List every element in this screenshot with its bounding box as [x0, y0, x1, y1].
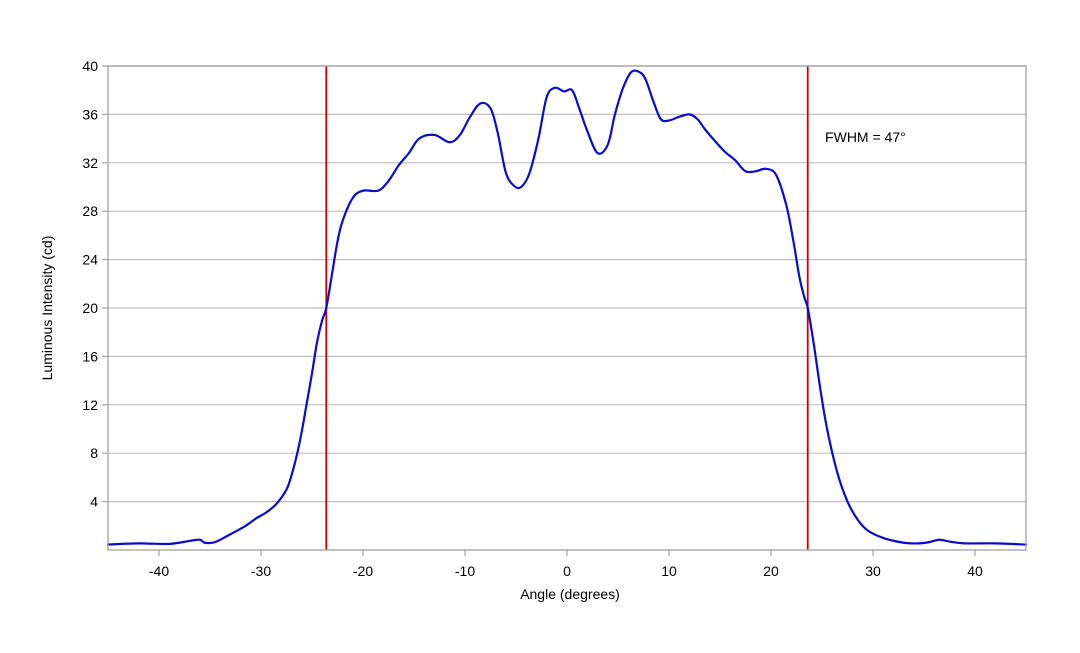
y-tick-label-9: 40 — [82, 58, 98, 74]
y-tick-label-4: 20 — [82, 300, 98, 316]
y-tick-label-8: 36 — [82, 106, 98, 122]
intensity-curve — [106, 69, 1028, 546]
x-tick-label-8: 40 — [967, 563, 983, 579]
x-tick-label-7: 30 — [865, 563, 881, 579]
y-tick-label-6: 28 — [82, 203, 98, 219]
x-tick-label-6: 20 — [763, 563, 779, 579]
y-tick-label-0: 4 — [90, 494, 98, 510]
x-tick-label-3: -10 — [455, 563, 475, 579]
x-axis-label: Angle (degrees) — [520, 586, 620, 602]
y-tick-label-1: 8 — [90, 445, 98, 461]
y-tick-label-2: 12 — [82, 397, 98, 413]
x-tick-label-5: 10 — [661, 563, 677, 579]
y-tick-label-7: 32 — [82, 155, 98, 171]
x-tick-label-0: -40 — [149, 563, 169, 579]
x-tick-label-4: 0 — [563, 563, 571, 579]
series-layer — [106, 69, 1028, 546]
y-axis-label: Luminous Intensity (cd) — [39, 236, 55, 381]
fwhm-annotation: FWHM = 47° — [825, 129, 906, 145]
y-tick-label-5: 24 — [82, 252, 98, 268]
y-axis-ticks: 4 8 12 16 20 24 28 32 36 40 — [82, 58, 108, 510]
y-tick-label-3: 16 — [82, 348, 98, 364]
x-tick-label-1: -30 — [251, 563, 271, 579]
x-axis-ticks: -40 -30 -20 -10 0 10 20 30 40 — [149, 550, 983, 579]
x-tick-label-2: -20 — [353, 563, 373, 579]
